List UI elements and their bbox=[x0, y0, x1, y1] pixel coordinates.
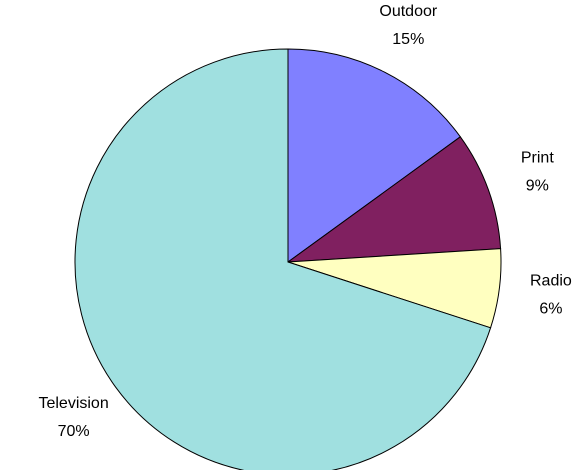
pie-slice bbox=[74, 48, 492, 470]
slice-label: Radio bbox=[530, 272, 572, 289]
slice-label: Television bbox=[38, 395, 108, 412]
slice-value-label: 9% bbox=[526, 177, 549, 194]
slice-value-label: 70% bbox=[58, 423, 90, 440]
slice-value-label: 15% bbox=[392, 31, 424, 48]
pie-slice bbox=[286, 136, 502, 263]
slice-label: Outdoor bbox=[379, 3, 437, 20]
slice-label: Print bbox=[521, 149, 554, 166]
slice-value-label: 6% bbox=[539, 300, 562, 317]
pie-slice bbox=[287, 48, 462, 263]
